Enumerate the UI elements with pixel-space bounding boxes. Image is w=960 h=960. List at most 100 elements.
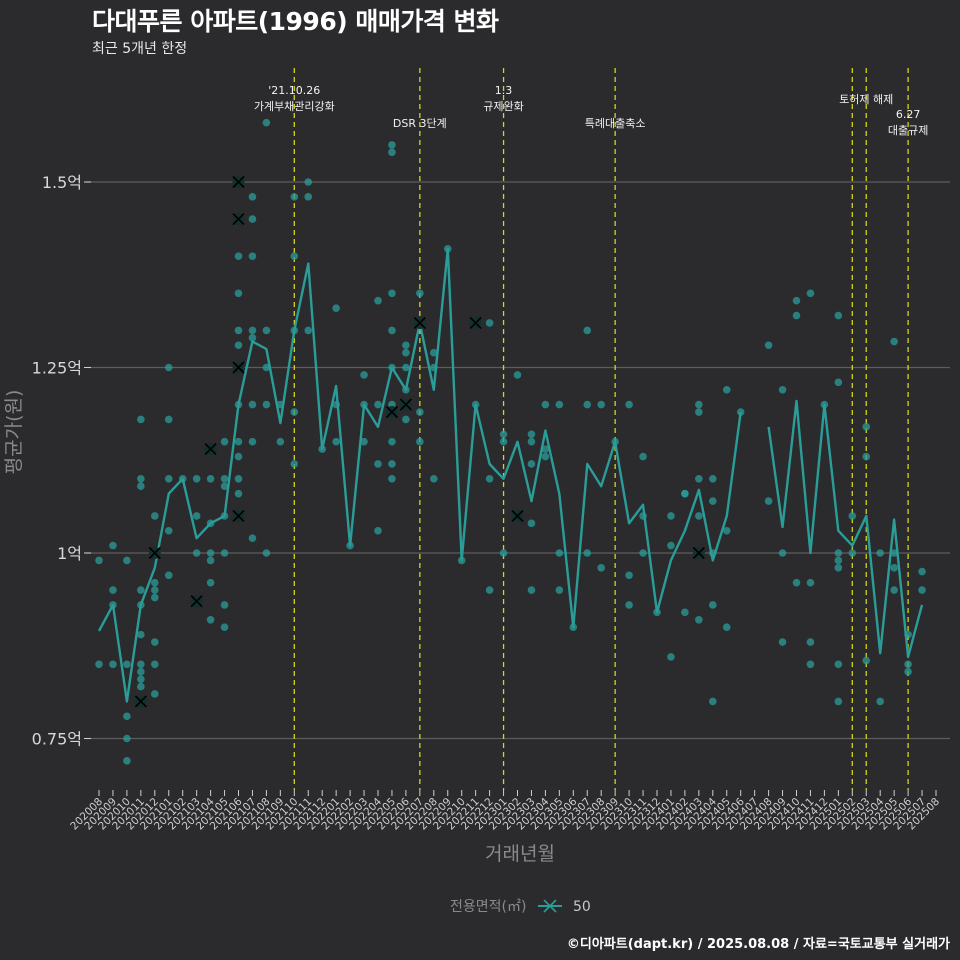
transaction-point (527, 519, 536, 528)
transaction-point (220, 437, 229, 446)
transaction-point (722, 526, 731, 535)
transaction-point (862, 423, 871, 431)
event-label: 1.3 (495, 84, 513, 97)
transaction-point (388, 289, 396, 298)
transaction-point (402, 363, 410, 372)
transaction-point (625, 400, 633, 409)
transaction-point (137, 482, 145, 491)
transaction-point (527, 460, 536, 468)
transaction-point (695, 400, 703, 409)
transaction-point (806, 660, 815, 669)
transaction-point (430, 348, 438, 357)
axis-layer: 0.75억1억1.25억1.5억202008202009202010202011… (32, 173, 942, 832)
transaction-point (709, 497, 717, 505)
cancelled-cross-icon (190, 595, 203, 608)
transaction-point (290, 460, 299, 468)
transaction-point (597, 400, 605, 409)
grid-layer (86, 181, 950, 740)
transaction-point (234, 326, 243, 335)
transaction-point (416, 289, 424, 298)
transaction-point (485, 319, 494, 327)
transaction-point (374, 526, 382, 535)
transaction-point (639, 452, 647, 461)
transaction-point (206, 549, 215, 557)
transaction-point (834, 556, 843, 565)
transaction-point (374, 460, 382, 468)
transaction-point (402, 415, 410, 424)
event-label: 가계부채관리강화 (254, 100, 335, 113)
event-label: 규제완화 (483, 100, 523, 113)
transaction-point (248, 334, 257, 342)
cancelled-cross-icon (469, 316, 482, 330)
transaction-point (151, 660, 159, 669)
transaction-point (388, 460, 396, 468)
legend: 전용면적(㎡) 50 (450, 899, 591, 915)
transaction-point (262, 118, 271, 127)
transaction-point (834, 564, 843, 572)
transaction-point (262, 326, 271, 335)
transaction-point (513, 371, 522, 379)
transaction-point (137, 415, 145, 424)
transaction-point (164, 363, 173, 372)
transaction-point (290, 252, 299, 260)
transaction-point (848, 549, 857, 557)
transaction-point (555, 400, 564, 409)
transaction-point (681, 489, 689, 498)
transaction-point (220, 482, 229, 491)
cancelled-cross-icon (204, 443, 217, 456)
transaction-point (709, 601, 717, 609)
transaction-point (123, 734, 131, 743)
transaction-point (834, 660, 843, 669)
transaction-point (95, 660, 103, 669)
transaction-point (764, 497, 773, 505)
transaction-point (806, 289, 815, 298)
cancelled-cross-icon (232, 175, 245, 189)
y-tick-label: 0.75억 (32, 730, 82, 749)
transaction-point (109, 541, 117, 550)
transaction-point (834, 378, 843, 387)
transaction-point (206, 578, 215, 587)
y-tick-label: 1.25억 (32, 359, 82, 378)
transaction-point (388, 475, 396, 483)
transaction-point (374, 296, 382, 305)
transaction-point (527, 430, 536, 439)
transaction-point (695, 615, 703, 624)
transaction-point (722, 385, 731, 394)
transaction-point (123, 756, 131, 765)
transaction-point (248, 215, 257, 223)
transaction-point (137, 682, 145, 691)
event-label: 토허제 해제 (839, 92, 893, 106)
transaction-point (583, 326, 592, 335)
transaction-point (416, 437, 424, 446)
transaction-point (276, 437, 285, 446)
transaction-point (778, 385, 787, 394)
transaction-point (667, 541, 675, 550)
cancelled-cross-icon (134, 695, 147, 708)
transaction-point (290, 408, 299, 416)
transaction-point (151, 578, 159, 587)
y-tick-label: 1억 (57, 544, 82, 563)
average-price-segment (767, 399, 924, 659)
transaction-point (876, 697, 884, 706)
transaction-point (248, 326, 257, 335)
transaction-point (527, 586, 536, 594)
transaction-point (304, 326, 313, 335)
transaction-point (583, 400, 592, 409)
transaction-point (695, 512, 703, 520)
transaction-point (164, 526, 173, 535)
transaction-point (430, 475, 438, 483)
transaction-point (220, 549, 229, 557)
transaction-point (220, 623, 229, 631)
transaction-point (151, 638, 159, 646)
transaction-point (625, 571, 633, 580)
y-axis-title: 평균가(원) (3, 390, 25, 475)
transaction-point (137, 667, 145, 676)
transaction-point (164, 475, 173, 483)
cancelled-cross-icon (232, 361, 245, 374)
transaction-point (248, 437, 257, 446)
transaction-point (151, 690, 159, 698)
transaction-point (890, 564, 898, 572)
cancelled-cross-icon (148, 546, 161, 560)
transaction-point (667, 512, 675, 520)
